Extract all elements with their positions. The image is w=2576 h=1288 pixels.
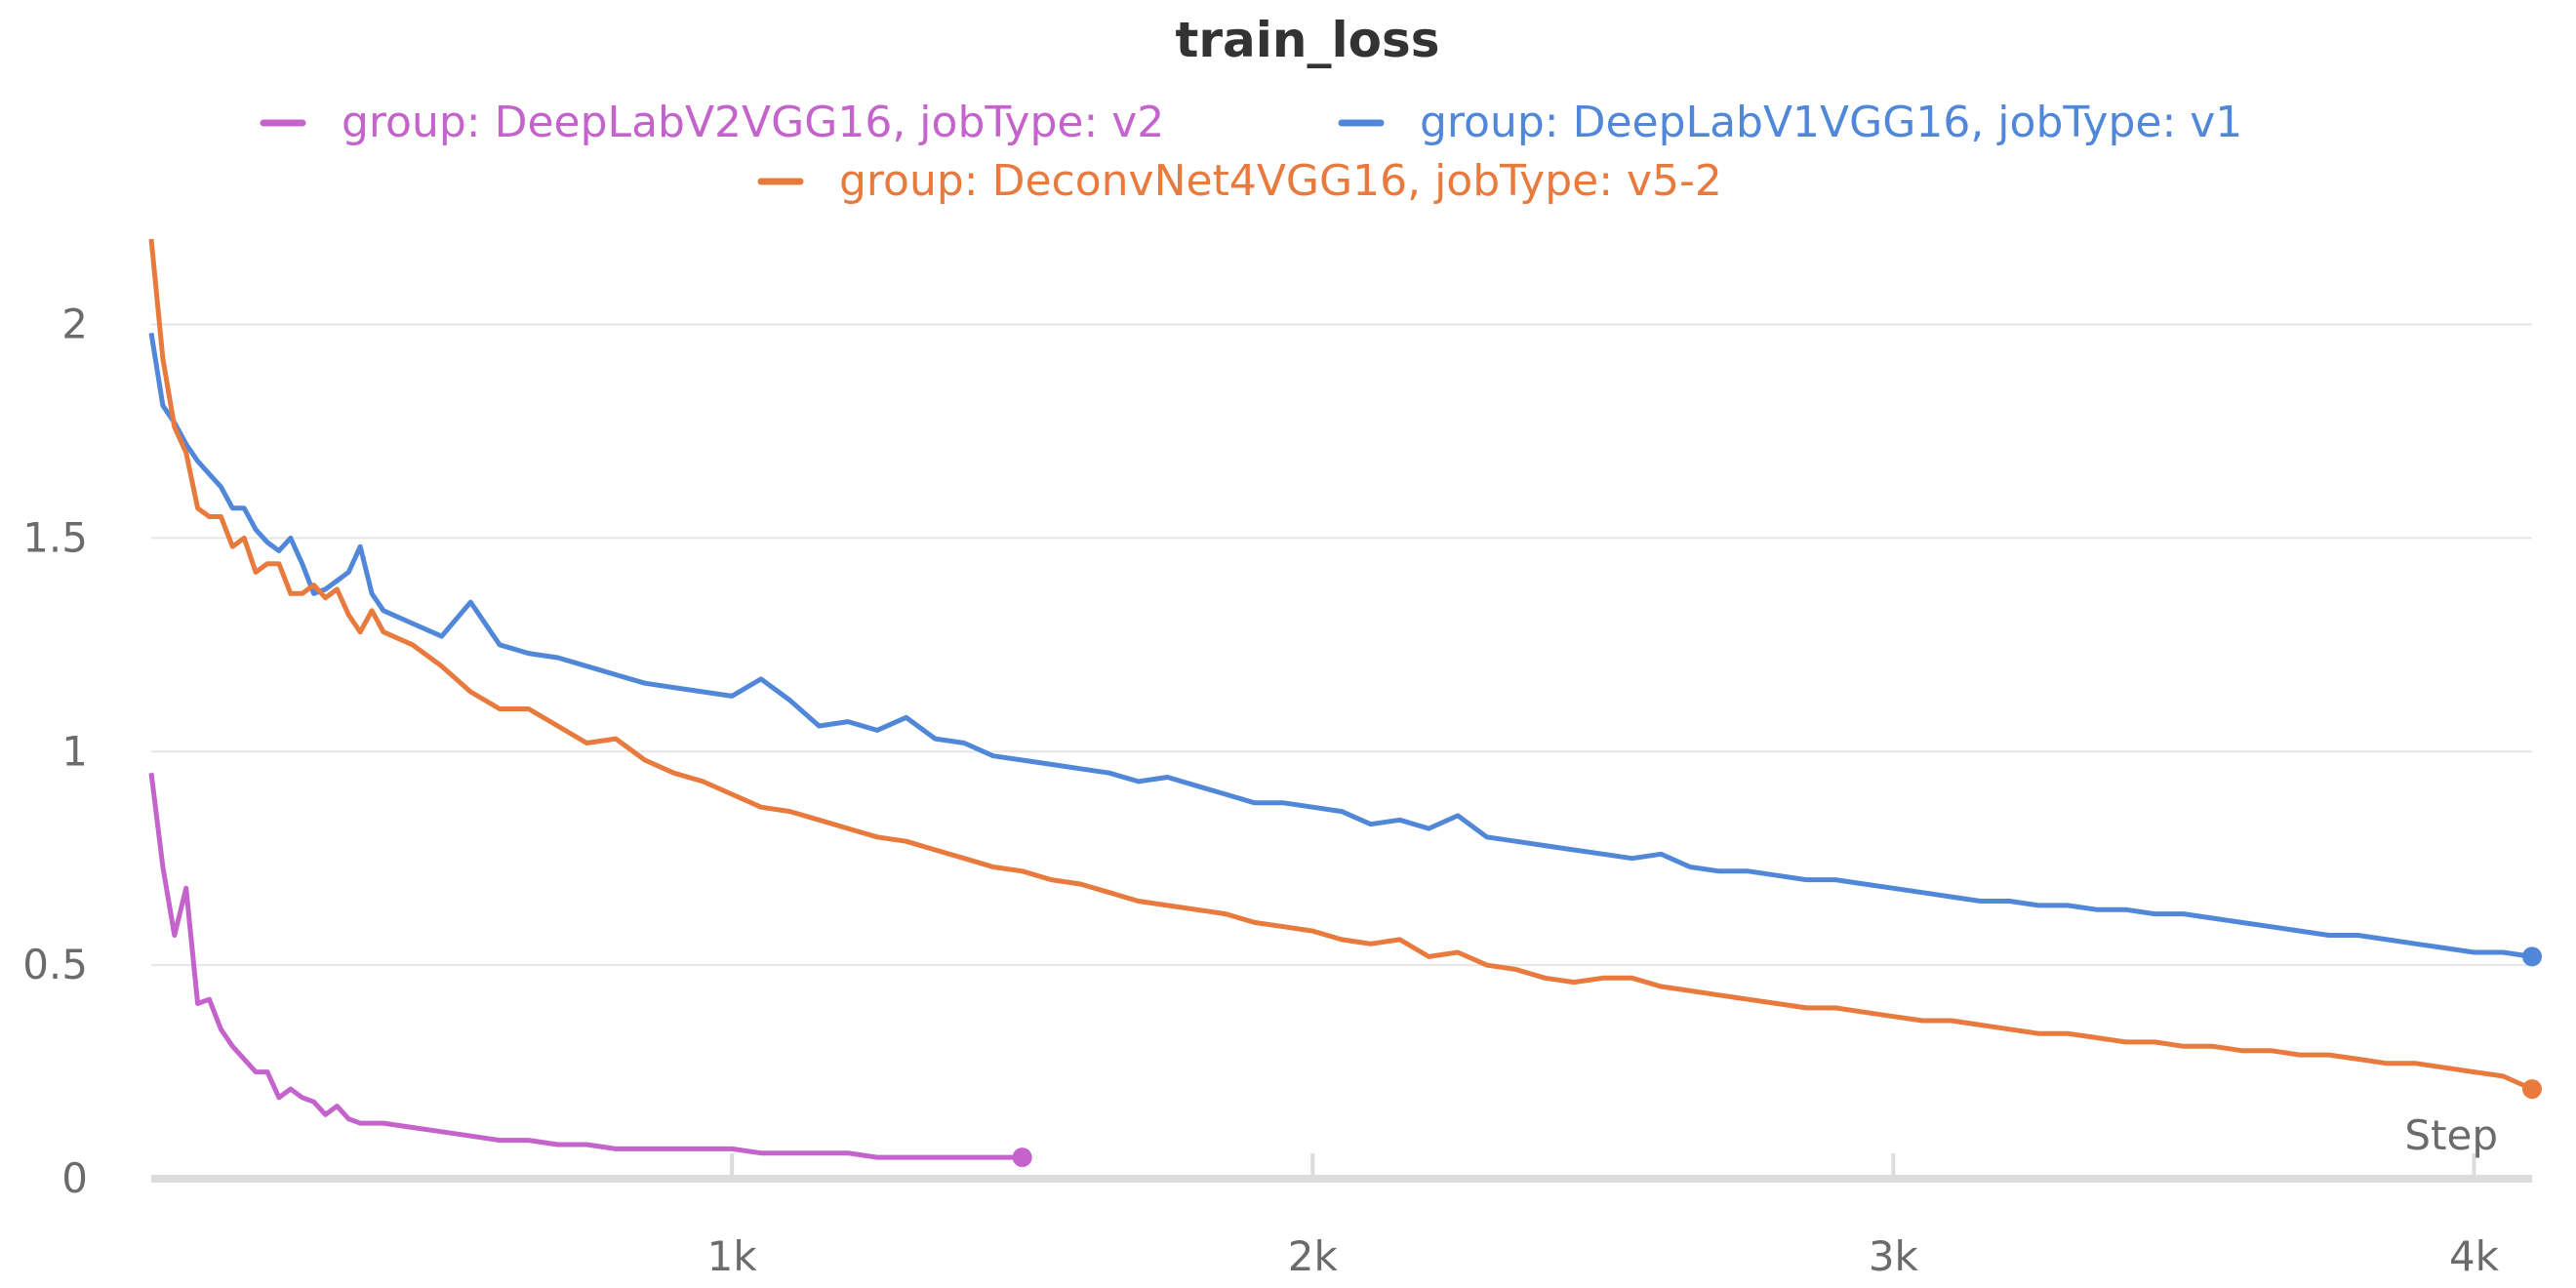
x-tick-label: 4k <box>2449 1232 2500 1280</box>
x-tick-label: 1k <box>707 1232 758 1280</box>
x-axis-label: Step <box>2404 1111 2498 1159</box>
x-tick-label: 3k <box>1869 1232 1919 1280</box>
y-tick-label: 0 <box>61 1154 88 1202</box>
y-axis: 0 0.5 1 1.5 2 <box>22 301 88 1202</box>
x-tick-label: 2k <box>1288 1232 1339 1280</box>
series-end-point[interactable] <box>2522 946 2542 967</box>
legend-label: group: DeepLabV1VGG16, jobType: v1 <box>1420 98 2242 147</box>
legend-item[interactable]: group: DeepLabV2VGG16, jobType: v2 <box>260 98 1164 147</box>
series-end-point[interactable] <box>1012 1147 1032 1168</box>
y-tick-label: 0.5 <box>22 941 88 988</box>
series-line[interactable] <box>148 772 1023 1160</box>
legend-label: group: DeconvNet4VGG16, jobType: v5-2 <box>839 156 1722 206</box>
series-line[interactable] <box>148 332 2533 959</box>
gridlines <box>151 323 2532 967</box>
y-tick-label: 1 <box>61 727 88 775</box>
legend-item[interactable]: group: DeepLabV1VGG16, jobType: v1 <box>1338 98 2242 147</box>
legend-item[interactable]: group: DeconvNet4VGG16, jobType: v5-2 <box>757 156 1722 206</box>
legend[interactable]: group: DeepLabV2VGG16, jobType: v2 group:… <box>260 98 2242 206</box>
series-line[interactable] <box>148 238 2534 1092</box>
y-tick-label: 2 <box>61 301 88 348</box>
series-lines[interactable] <box>148 238 2542 1168</box>
legend-label: group: DeepLabV2VGG16, jobType: v2 <box>342 98 1164 147</box>
chart-title: train_loss <box>1175 12 1439 68</box>
series-end-point[interactable] <box>2522 1079 2542 1100</box>
y-tick-label: 1.5 <box>22 513 88 561</box>
x-axis: 1k 2k 3k 4k <box>151 1153 2532 1280</box>
